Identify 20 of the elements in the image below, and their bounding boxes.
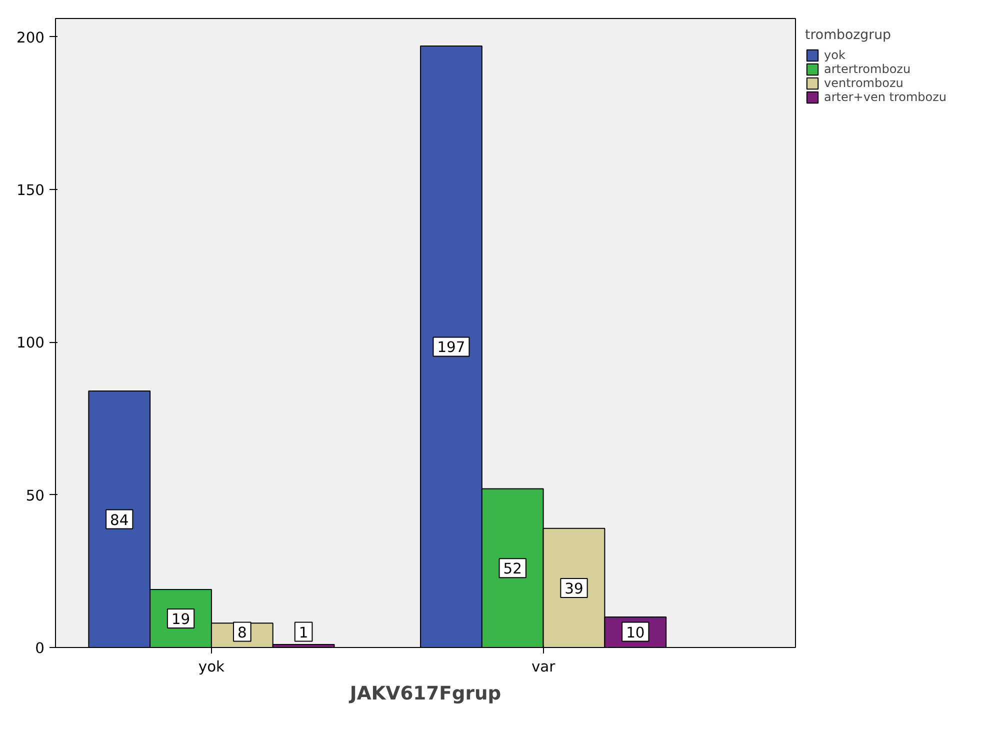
y-tick-label: 100 <box>16 334 45 352</box>
data-label: 10 <box>626 624 645 642</box>
data-label: 197 <box>437 339 466 356</box>
data-label: 1 <box>298 624 308 642</box>
legend-label: ventrombozu <box>824 76 904 90</box>
x-tick-label: var <box>531 658 556 676</box>
legend-label: yok <box>824 48 846 62</box>
y-tick-label: 200 <box>16 29 45 46</box>
x-axis-title: JAKV617Fgrup <box>348 684 502 704</box>
y-tick-label: 150 <box>16 182 45 199</box>
legend-label: arter+ven trombozu <box>824 90 947 104</box>
data-label: 52 <box>503 560 522 578</box>
legend-title: trombozgrup <box>805 28 892 43</box>
legend-label: artertrombozu <box>824 62 911 76</box>
data-label: 19 <box>171 610 190 628</box>
y-tick-label: 50 <box>26 487 45 504</box>
data-label: 84 <box>110 512 129 529</box>
data-label: 8 <box>237 624 247 642</box>
data-label: 39 <box>564 580 584 598</box>
y-tick-label: 0 <box>35 640 45 657</box>
